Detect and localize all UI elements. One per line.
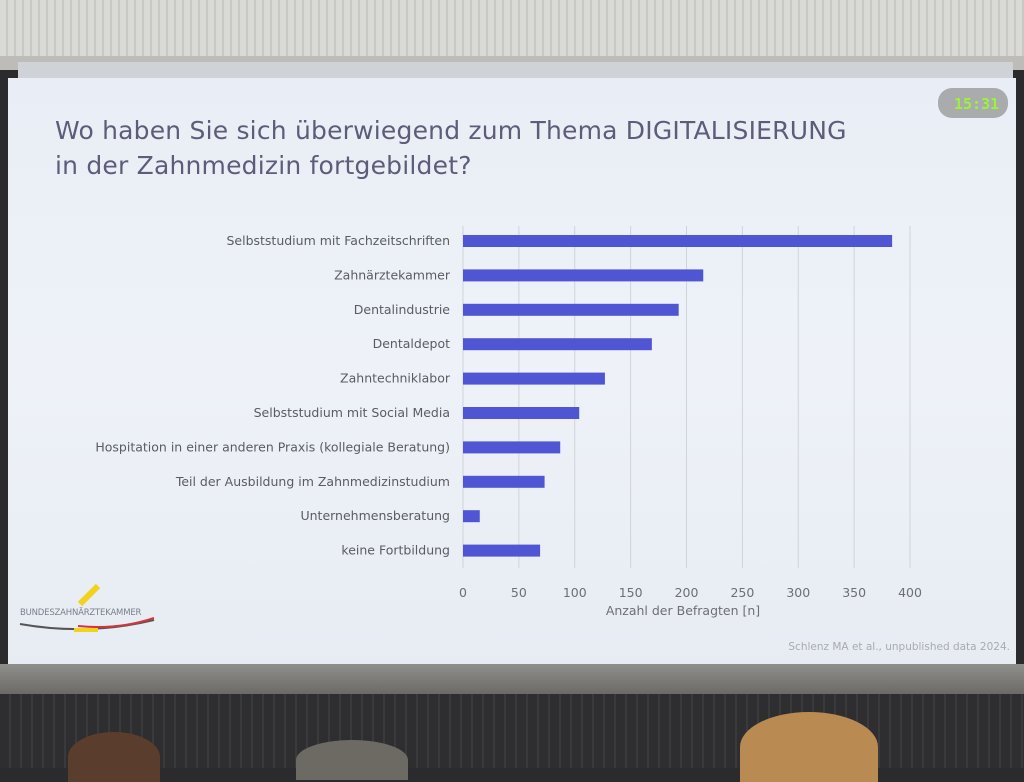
slide	[8, 78, 1016, 666]
category-label: Teil der Ausbildung im Zahnmedizinstudiu…	[175, 474, 450, 489]
category-label: Zahnärztekammer	[334, 267, 451, 282]
bar	[463, 303, 679, 316]
category-label: Selbststudium mit Fachzeitschriften	[226, 233, 450, 248]
bar	[463, 510, 480, 523]
category-label: Dentaldepot	[373, 336, 450, 351]
x-axis-label: Anzahl der Befragten [n]	[606, 603, 760, 618]
category-label: Dentalindustrie	[354, 302, 451, 317]
x-tick-label: 250	[730, 585, 754, 600]
bar	[463, 544, 541, 557]
screen-bottom-bar	[0, 664, 1024, 694]
bar	[463, 441, 561, 454]
x-tick-label: 50	[511, 585, 527, 600]
source-citation: Schlenz MA et al., unpublished data 2024…	[788, 641, 1010, 653]
x-tick-label: 300	[786, 585, 810, 600]
x-tick-label: 0	[459, 585, 467, 600]
category-label: keine Fortbildung	[341, 543, 450, 558]
slide-title: Wo haben Sie sich überwiegend zum Thema …	[55, 113, 847, 183]
x-tick-label: 400	[898, 585, 922, 600]
bar	[463, 269, 704, 282]
category-label: Zahntechniklabor	[340, 371, 451, 386]
bar	[463, 475, 545, 488]
x-tick-label: 200	[675, 585, 699, 600]
ceiling	[0, 0, 1024, 62]
title-line-1: Wo haben Sie sich überwiegend zum Thema …	[55, 116, 847, 145]
logo-mark-icon	[19, 584, 155, 632]
logo-text: BUNDESZAHNÄRZTEKAMMER	[20, 608, 142, 618]
category-label: Hospitation in einer anderen Praxis (kol…	[95, 439, 450, 454]
bar	[463, 407, 580, 419]
bar	[463, 338, 652, 351]
bar	[463, 235, 893, 247]
bar	[463, 372, 605, 385]
timer-value: 15:31	[954, 95, 1000, 113]
category-label: Unternehmensberatung	[300, 508, 450, 523]
x-tick-label: 100	[563, 585, 587, 600]
category-label: Selbststudium mit Social Media	[254, 405, 450, 420]
x-tick-label: 350	[842, 585, 866, 600]
bzaek-logo: BUNDESZAHNÄRZTEKAMMER	[18, 584, 158, 640]
x-tick-label: 150	[619, 585, 643, 600]
speech-timer: 15:31	[938, 88, 1008, 118]
title-line-2: in der Zahnmedizin fortgebildet?	[55, 151, 472, 180]
